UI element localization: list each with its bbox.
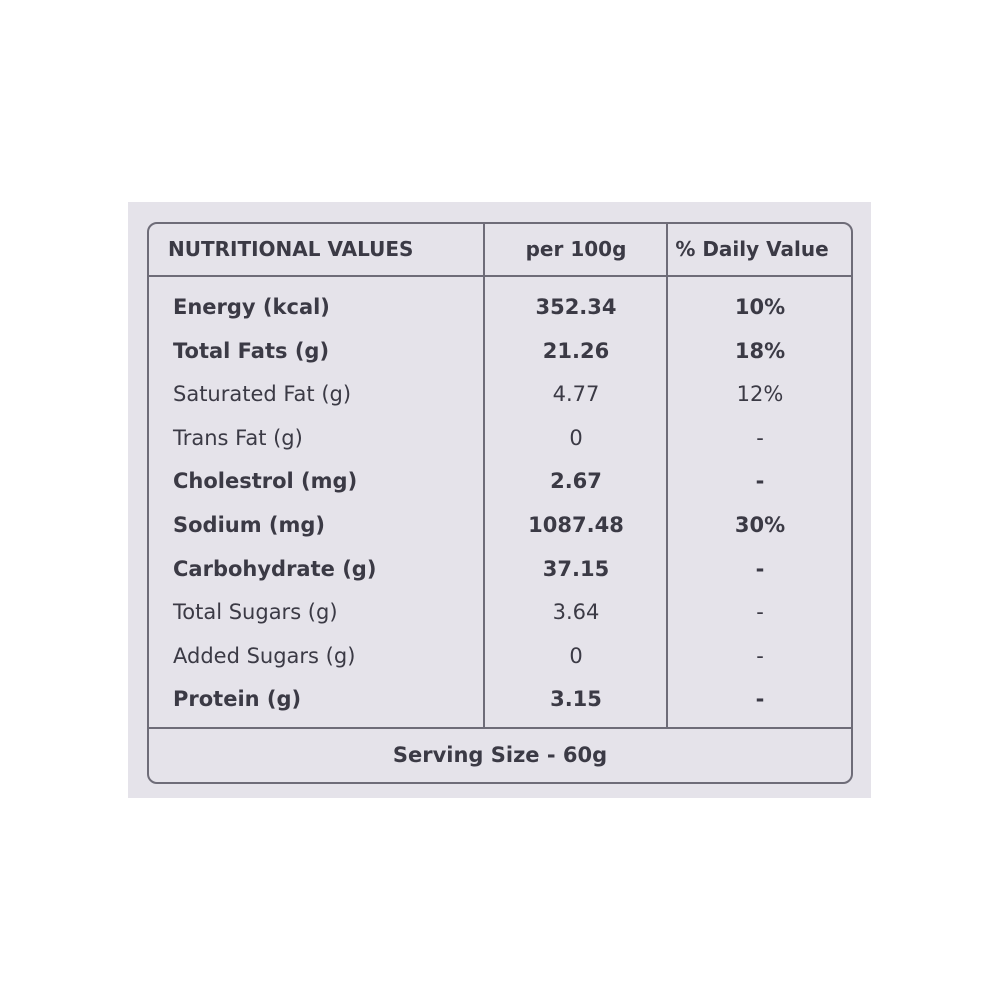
per-100g-value: 0 <box>569 425 583 450</box>
daily-value: - <box>756 643 764 668</box>
column-divider <box>666 224 668 727</box>
footer-divider <box>149 727 851 729</box>
per-100g-value: 1087.48 <box>528 513 624 537</box>
header-cell: % Daily Value <box>675 237 829 261</box>
daily-value: - <box>756 600 764 625</box>
nutrient-name: Added Sugars (g) <box>173 643 356 668</box>
nutrient-name: Carbohydrate (g) <box>173 556 377 581</box>
per-100g-value: 3.64 <box>552 600 600 625</box>
daily-value: - <box>755 687 765 712</box>
nutrient-name: Total Sugars (g) <box>173 600 338 625</box>
column-divider <box>483 224 485 727</box>
per-100g-value: 352.34 <box>535 295 617 319</box>
nutrient-name: Total Fats (g) <box>173 338 330 363</box>
header-cell: NUTRITIONAL VALUES <box>168 237 414 261</box>
daily-value: 10% <box>734 295 786 319</box>
table-frame <box>147 222 853 784</box>
daily-value: - <box>755 469 765 494</box>
label-panel <box>128 202 871 798</box>
nutrient-name: Energy (kcal) <box>173 295 330 319</box>
header-divider <box>149 275 851 277</box>
serving-size: Serving Size - 60g <box>392 743 608 767</box>
daily-value: 12% <box>736 382 784 407</box>
per-100g-value: 0 <box>569 643 583 668</box>
per-100g-value: 3.15 <box>550 687 602 712</box>
nutrient-name: Trans Fat (g) <box>173 425 303 450</box>
per-100g-value: 2.67 <box>550 469 602 494</box>
nutrient-name: Cholestrol (mg) <box>173 469 358 494</box>
per-100g-value: 4.77 <box>552 382 600 407</box>
header-cell: per 100g <box>525 237 627 261</box>
nutrient-name: Saturated Fat (g) <box>173 382 352 407</box>
daily-value: 30% <box>734 513 786 537</box>
daily-value: - <box>756 425 764 450</box>
nutrient-name: Sodium (mg) <box>173 513 326 537</box>
per-100g-value: 21.26 <box>542 338 610 363</box>
daily-value: - <box>755 556 765 581</box>
nutrient-name: Protein (g) <box>173 687 302 712</box>
daily-value: 18% <box>734 338 786 363</box>
per-100g-value: 37.15 <box>542 556 610 581</box>
